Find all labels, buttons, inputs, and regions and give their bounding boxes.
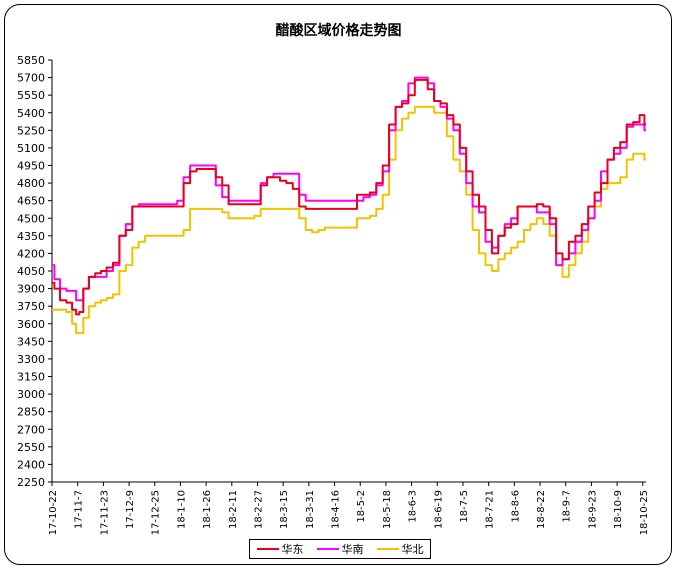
x-tick-label: 18-5-2 [356,490,367,523]
y-tick-label: 5400 [17,107,45,120]
x-tick-label: 18-6-19 [433,490,444,529]
x-tick-label: 18-6-3 [408,490,419,523]
x-tick-label: 17-12-9 [125,490,136,529]
y-tick-label: 4050 [17,265,45,278]
x-tick-label: 18-4-16 [331,490,342,529]
chart-axes: 2250 2400 2550 2700 2850 3000 3150 3300 3450 3600… [17,54,650,535]
x-tick-label: 17-12-25 [151,490,162,535]
legend-label-east: 华东 [281,543,304,556]
y-tick-label: 2850 [17,406,45,419]
chart-frame [4,4,672,565]
y-tick-label: 3450 [17,335,45,348]
y-tick-label: 4350 [17,230,45,243]
x-tick-label: 17-11-7 [74,490,85,529]
legend-label-south: 华南 [341,543,364,556]
legend-item-south: 华南 [316,541,364,557]
legend-swatch-east [256,548,279,550]
y-tick-label: 5550 [17,89,45,102]
chart-series [52,76,646,335]
x-tick-label: 18-9-23 [587,490,598,529]
legend-swatch-north [376,548,399,550]
x-tick-label: 18-7-5 [459,490,470,523]
x-tick-label: 17-11-23 [99,490,110,535]
x-tick-label: 18-10-25 [639,490,650,535]
x-tick-label: 18-8-6 [510,490,521,523]
legend-item-east: 华东 [256,541,304,557]
x-tick-label: 18-1-26 [202,490,213,529]
legend-swatch-south [316,548,339,550]
x-tick-label: 18-10-9 [613,490,624,529]
y-tick-label: 4650 [17,195,45,208]
chart-legend: 华东 华南 华北 [249,539,431,559]
y-tick-label: 4950 [17,160,45,173]
legend-item-north: 华北 [376,541,424,557]
y-tick-label: 5850 [17,54,45,67]
y-tick-label: 5700 [17,72,45,85]
x-tick-label: 17-10-22 [48,490,59,535]
y-tick-label: 4200 [17,247,45,260]
x-tick-label: 18-3-31 [305,490,316,529]
x-tick-label: 18-7-21 [485,490,496,529]
y-tick-label: 4500 [17,212,45,225]
series-line-east [52,78,646,316]
y-tick-label: 3900 [17,283,45,296]
chart-title: 醋酸区域价格走势图 [275,23,402,39]
y-tick-label: 3300 [17,353,45,366]
x-tick-label: 18-9-7 [562,490,573,523]
x-tick-label: 18-2-27 [253,490,264,529]
series-line-north [52,105,646,335]
series-line-south [52,76,646,302]
x-tick-label: 18-2-11 [228,490,239,529]
y-tick-label: 2700 [17,423,45,436]
y-tick-label: 2250 [17,476,45,489]
y-tick-label: 2400 [17,458,45,471]
y-tick-label: 3150 [17,371,45,384]
y-tick-label: 2550 [17,441,45,454]
x-tick-label: 18-8-22 [536,490,547,529]
y-tick-label: 3000 [17,388,45,401]
y-tick-label: 3600 [17,318,45,331]
y-tick-label: 4800 [17,177,45,190]
legend-label-north: 华北 [401,543,424,556]
x-tick-label: 18-1-10 [176,490,187,529]
y-tick-label: 3750 [17,300,45,313]
y-tick-label: 5100 [17,142,45,155]
y-tick-label: 5250 [17,124,45,137]
x-tick-label: 18-5-18 [382,490,393,529]
x-tick-label: 18-3-15 [279,490,290,529]
